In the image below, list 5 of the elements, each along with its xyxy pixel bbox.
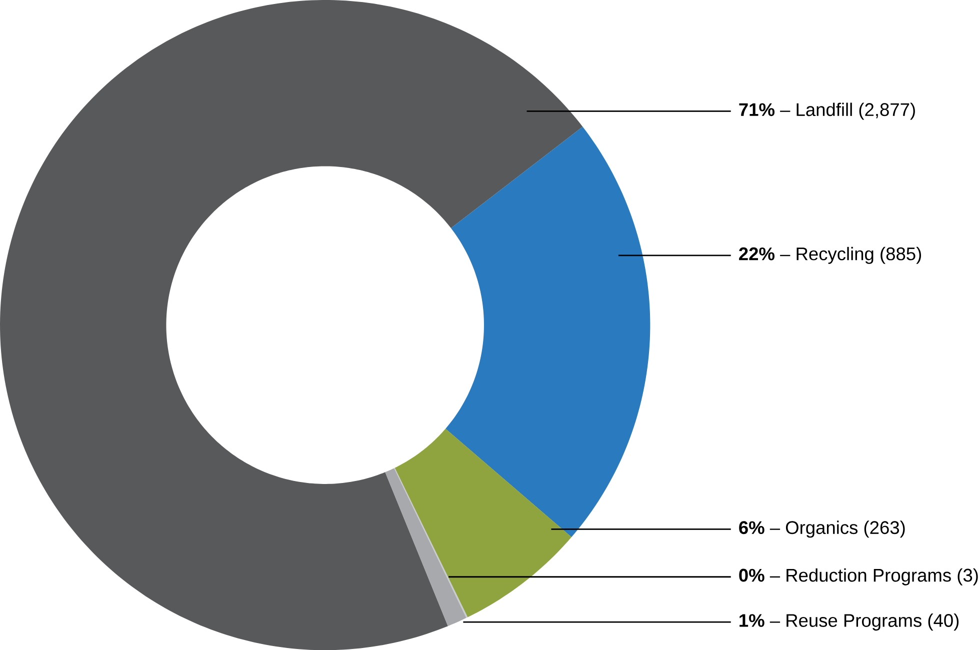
slice-label: 0% – Reduction Programs (3) xyxy=(739,568,978,586)
slice-label: 1% – Reuse Programs (40) xyxy=(740,613,959,630)
slice-label: 6% – Organics (263) xyxy=(739,520,905,538)
slice-label: 22% – Recycling (885) xyxy=(739,246,921,264)
slice-label: 71% – Landfill (2,877) xyxy=(739,102,915,120)
